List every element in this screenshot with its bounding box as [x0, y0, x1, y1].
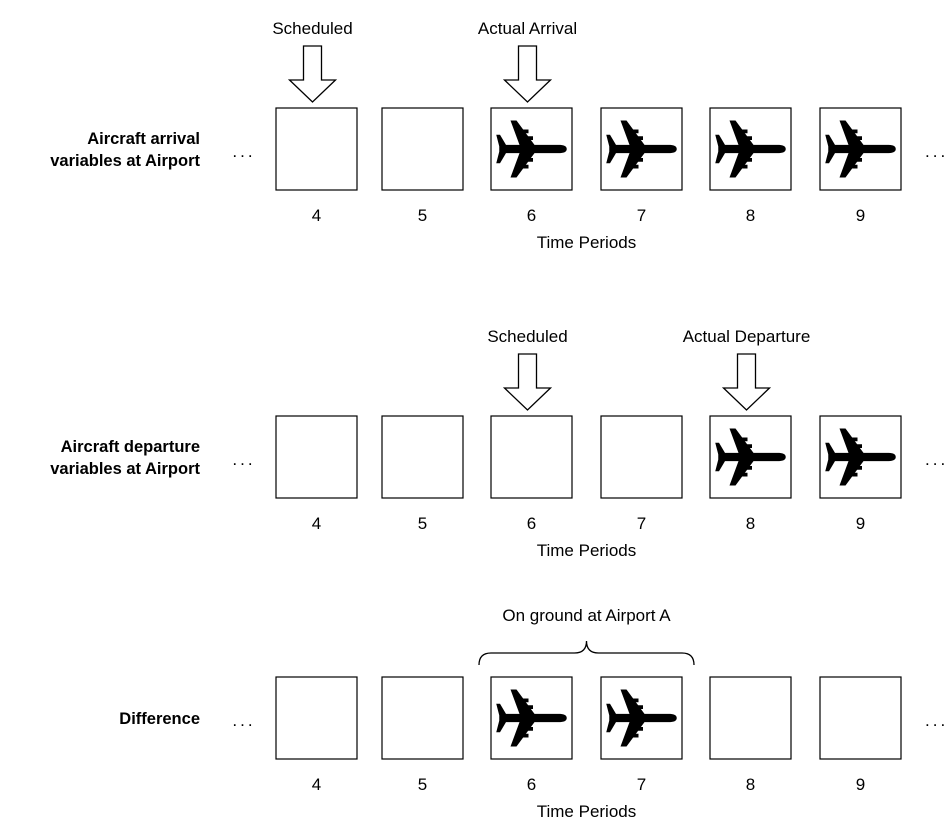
- row-label: Aircraft departure: [61, 438, 200, 456]
- time-period-cell: 8: [709, 415, 792, 533]
- row-label: variables at Airport: [50, 152, 200, 170]
- time-period-cell: 9: [819, 107, 902, 225]
- time-period-cell: 6: [490, 415, 573, 533]
- cell-box: [275, 107, 358, 191]
- cell-box: [490, 415, 573, 499]
- marker-label: Actual Arrival: [478, 19, 577, 38]
- period-label: 5: [418, 514, 427, 533]
- period-label: 8: [746, 514, 755, 533]
- leading-ellipsis: ...: [232, 711, 255, 730]
- period-label: 8: [746, 775, 755, 794]
- time-period-cell: 9: [819, 415, 902, 533]
- down-arrow-icon: [502, 353, 553, 411]
- time-period-cell: 4: [275, 676, 358, 794]
- trailing-ellipsis: ...: [925, 450, 944, 469]
- period-label: 8: [746, 206, 755, 225]
- time-period-cell: 8: [709, 107, 792, 225]
- trailing-ellipsis: ...: [925, 142, 944, 161]
- cell-box: [381, 676, 464, 760]
- marker-label: Scheduled: [487, 327, 567, 346]
- period-label: 7: [637, 514, 646, 533]
- marker: Actual Departure: [683, 327, 811, 411]
- cell-box: [275, 415, 358, 499]
- period-label: 9: [856, 514, 865, 533]
- period-label: 4: [312, 514, 321, 533]
- time-period-cell: 5: [381, 676, 464, 794]
- axis-label: Time Periods: [537, 802, 637, 821]
- timeline-panel: Aircraft arrival variables at Airport....…: [50, 19, 944, 252]
- marker: Scheduled: [487, 327, 568, 411]
- period-label: 5: [418, 775, 427, 794]
- time-period-cell: 5: [381, 107, 464, 225]
- time-period-cell: 4: [275, 107, 358, 225]
- axis-label: Time Periods: [537, 233, 637, 252]
- time-period-cell: 7: [600, 415, 683, 533]
- time-period-cell: 5: [381, 415, 464, 533]
- marker-label: Actual Departure: [683, 327, 811, 346]
- period-label: 9: [856, 775, 865, 794]
- time-period-cell: 7: [600, 676, 683, 794]
- ground-brace: On ground at Airport A: [478, 606, 695, 666]
- down-arrow-icon: [502, 45, 553, 103]
- brace-icon: [478, 640, 695, 666]
- brace-label: On ground at Airport A: [502, 606, 671, 625]
- row-label: variables at Airport: [50, 460, 200, 478]
- period-label: 6: [527, 775, 536, 794]
- time-period-cell: 4: [275, 415, 358, 533]
- time-period-cell: 6: [490, 107, 573, 225]
- time-period-cell: 9: [819, 676, 902, 794]
- cell-box: [381, 107, 464, 191]
- cell-box: [709, 676, 792, 760]
- marker: Scheduled: [272, 19, 353, 103]
- period-label: 5: [418, 206, 427, 225]
- period-label: 6: [527, 514, 536, 533]
- row-label: Aircraft arrival: [87, 130, 200, 148]
- axis-label: Time Periods: [537, 541, 637, 560]
- timeline-panel: Difference...... 4 5 6 7 8 9 Time Periods On gro…: [119, 606, 944, 821]
- cell-box: [819, 676, 902, 760]
- period-label: 7: [637, 775, 646, 794]
- cell-box: [600, 415, 683, 499]
- leading-ellipsis: ...: [232, 142, 255, 161]
- down-arrow-icon: [721, 353, 772, 411]
- leading-ellipsis: ...: [232, 450, 255, 469]
- timeline-panel: Aircraft departure variables at Airport..…: [50, 327, 944, 560]
- marker: Actual Arrival: [478, 19, 577, 103]
- time-period-cell: 6: [490, 676, 573, 794]
- period-label: 4: [312, 775, 321, 794]
- time-period-cell: 7: [600, 107, 683, 225]
- cell-box: [381, 415, 464, 499]
- period-label: 9: [856, 206, 865, 225]
- cell-box: [275, 676, 358, 760]
- period-label: 6: [527, 206, 536, 225]
- trailing-ellipsis: ...: [925, 711, 944, 730]
- marker-label: Scheduled: [272, 19, 352, 38]
- down-arrow-icon: [287, 45, 338, 103]
- row-label: Difference: [119, 710, 200, 728]
- period-label: 4: [312, 206, 321, 225]
- time-period-cell: 8: [709, 676, 792, 794]
- period-label: 7: [637, 206, 646, 225]
